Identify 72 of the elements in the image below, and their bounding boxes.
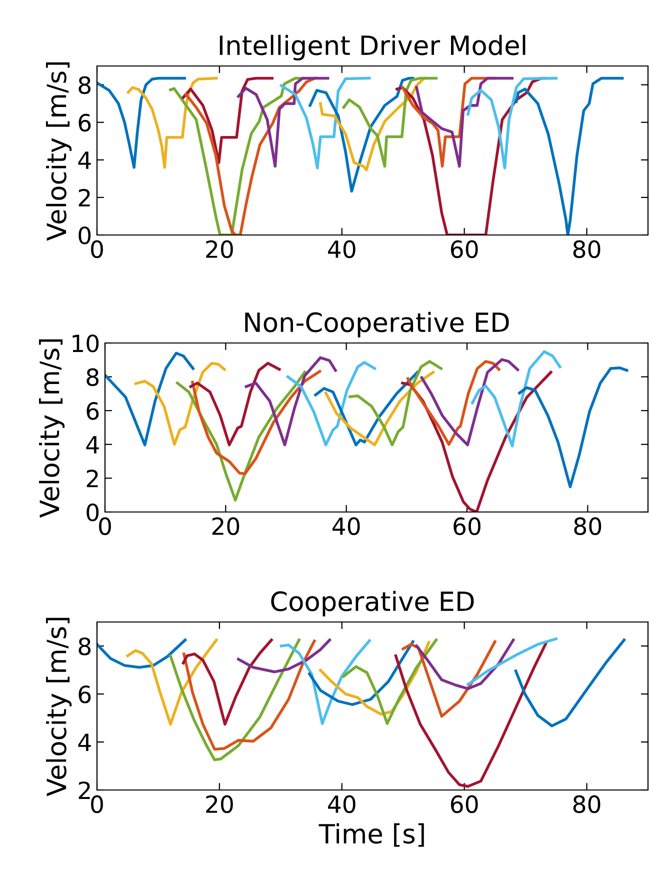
y-tick-label: 4 bbox=[78, 734, 91, 751]
line-series bbox=[415, 76, 514, 168]
y-tick-label: 4 bbox=[86, 436, 99, 454]
line-series bbox=[244, 356, 337, 446]
x-tick-label: 60 bbox=[450, 795, 478, 814]
line-series bbox=[348, 360, 442, 446]
y-tick-label: 2 bbox=[78, 781, 90, 799]
line-series bbox=[182, 638, 273, 726]
x-tick-label: 60 bbox=[450, 240, 478, 258]
y-tick-label: 4 bbox=[78, 152, 91, 169]
x-tick-label: 20 bbox=[206, 795, 233, 814]
y-tick-label: 6 bbox=[78, 685, 91, 704]
x-tick-label: 20 bbox=[206, 240, 233, 258]
line-series bbox=[406, 360, 500, 446]
line-series bbox=[280, 76, 371, 170]
x-tick-label: 80 bbox=[573, 795, 600, 814]
line-series bbox=[97, 638, 187, 669]
chart-title: Non-Cooperative ED bbox=[245, 312, 509, 338]
x-tick-label: 60 bbox=[454, 517, 480, 536]
chart-title: Intelligent Driver Model bbox=[220, 34, 526, 60]
y-tick-label: 6 bbox=[78, 114, 91, 132]
line-series bbox=[182, 640, 316, 751]
line-series bbox=[169, 76, 304, 235]
line-series bbox=[105, 352, 194, 446]
line-series bbox=[466, 76, 558, 170]
y-tick-label: 2 bbox=[78, 188, 90, 206]
line-series bbox=[126, 76, 218, 169]
y-tick-label: 2 bbox=[86, 470, 98, 488]
line-series bbox=[237, 76, 330, 168]
x-tick-label: 40 bbox=[332, 517, 360, 536]
line-series bbox=[518, 366, 628, 488]
line-series bbox=[342, 638, 438, 725]
x-tick-label: 40 bbox=[328, 795, 356, 814]
line-series bbox=[189, 362, 281, 446]
y-axis-title: Velocity [m/s] bbox=[46, 62, 72, 241]
line-series bbox=[191, 370, 322, 476]
line-series bbox=[394, 641, 548, 788]
x-tick-label: 80 bbox=[573, 240, 600, 258]
chart-title: Cooperative ED bbox=[271, 590, 474, 616]
line-series bbox=[466, 637, 558, 686]
line-series bbox=[420, 358, 520, 446]
line-series bbox=[169, 638, 300, 762]
y-tick-label: 10 bbox=[72, 334, 99, 352]
y-tick-label: 8 bbox=[86, 368, 99, 386]
line-series bbox=[324, 370, 435, 446]
line-series bbox=[237, 638, 332, 674]
line-series bbox=[471, 350, 562, 448]
line-series bbox=[514, 638, 626, 728]
line-series bbox=[134, 362, 226, 446]
y-axis-title: Velocity [m/s] bbox=[46, 618, 72, 796]
y-tick-label: 0 bbox=[86, 503, 99, 522]
x-tick-label: 80 bbox=[574, 517, 602, 536]
y-tick-label: 6 bbox=[86, 402, 99, 420]
y-tick-label: 0 bbox=[78, 226, 91, 244]
line-series bbox=[97, 76, 186, 169]
x-tick-label: 20 bbox=[212, 517, 240, 536]
x-axis-title: Time [s] bbox=[318, 823, 424, 847]
line-series bbox=[286, 361, 376, 446]
line-series bbox=[280, 639, 371, 725]
line-series bbox=[182, 76, 274, 164]
line-series bbox=[415, 638, 515, 690]
x-tick-label: 0 bbox=[99, 517, 111, 536]
line-series bbox=[514, 76, 624, 235]
y-tick-label: 8 bbox=[78, 76, 91, 94]
y-axis-title: Velocity [m/s] bbox=[39, 339, 65, 518]
line-series bbox=[126, 638, 218, 726]
line-series bbox=[308, 76, 414, 193]
y-tick-label: 8 bbox=[78, 637, 91, 656]
line-series bbox=[308, 640, 414, 706]
line-series bbox=[184, 76, 316, 235]
line-series bbox=[342, 76, 438, 168]
x-tick-label: 40 bbox=[328, 240, 356, 258]
